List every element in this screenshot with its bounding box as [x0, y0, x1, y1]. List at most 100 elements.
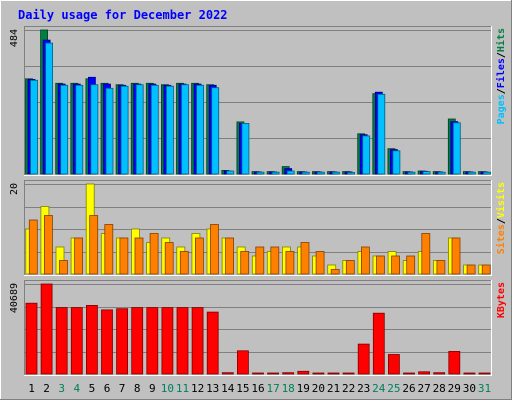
bar-sites-day-12: [194, 237, 204, 275]
x-tick-label: 6: [104, 382, 111, 395]
side-label-part: /: [496, 88, 507, 94]
bar-kbytes-day-23: [357, 343, 370, 375]
panel-visits-max-label: 20: [9, 183, 20, 195]
x-tick-label: 16: [251, 382, 264, 395]
bar-sites-day-1: [28, 219, 38, 275]
bar-kbytes-day-8: [131, 307, 144, 375]
bar-kbytes-day-25: [387, 354, 400, 375]
bar-sites-day-31: [481, 264, 491, 275]
bar-sites-day-20: [315, 251, 325, 275]
bar-pages-day-9: [150, 84, 159, 175]
bar-kbytes-day-11: [176, 307, 189, 375]
x-tick-label: 11: [176, 382, 189, 395]
bar-sites-day-9: [149, 233, 159, 275]
x-tick-label: 22: [342, 382, 355, 395]
x-tick-label: 31: [478, 382, 491, 395]
bar-sites-day-14: [225, 237, 235, 275]
x-tick-label: 7: [119, 382, 126, 395]
x-tick-label: 5: [89, 382, 96, 395]
bar-pages-day-6: [105, 87, 114, 175]
bar-sites-day-22: [345, 260, 355, 275]
x-tick-label: 9: [149, 382, 156, 395]
bar-kbytes-day-9: [146, 307, 159, 375]
bar-sites-day-23: [360, 246, 370, 275]
x-tick-label: 8: [134, 382, 141, 395]
bar-kbytes-day-31: [478, 372, 491, 375]
bar-pages-day-16: [256, 171, 265, 175]
bar-kbytes-day-17: [267, 372, 280, 375]
x-tick-label: 25: [387, 382, 400, 395]
bar-sites-day-24: [376, 255, 385, 275]
x-tick-label: 4: [73, 382, 80, 395]
bar-sites-day-21: [330, 269, 340, 275]
bar-sites-day-28: [436, 260, 446, 275]
bar-pages-day-3: [60, 84, 69, 175]
panel-kbytes-side-label: KBytes: [496, 282, 507, 318]
x-tick-label: 18: [282, 382, 295, 395]
bar-kbytes-day-3: [55, 307, 68, 375]
side-label-part: /: [496, 52, 507, 58]
bar-sites-day-19: [300, 242, 310, 275]
bar-sites-day-15: [240, 251, 250, 275]
x-axis-labels: 1 2 3 4 5 6 7 8 9 10 11 12 13 14 15 16 17 18 19 20 21 22 23 24 2…: [28, 382, 491, 395]
x-tick-label: 29: [448, 382, 461, 395]
panel-visits-side-label: Sites/Visits: [495, 182, 507, 254]
panel-requests-max-label: 484: [9, 29, 20, 47]
bar-kbytes-day-21: [327, 372, 340, 375]
bar-pages-day-20: [316, 171, 325, 175]
bar-kbytes-day-20: [312, 372, 325, 375]
x-tick-label: 2: [43, 382, 50, 395]
bar-kbytes-day-18: [282, 372, 295, 375]
bar-pages-day-31: [483, 171, 491, 175]
bar-kbytes-day-14: [221, 372, 234, 375]
bar-sites-day-16: [255, 246, 265, 275]
side-label-part: Files: [495, 58, 507, 88]
bar-pages-day-2: [45, 42, 53, 175]
x-tick-label: 28: [433, 382, 446, 395]
bar-kbytes-day-29: [448, 350, 461, 375]
bar-kbytes-day-7: [116, 308, 128, 375]
bar-sites-day-4: [74, 237, 83, 275]
bar-sites-day-27: [421, 233, 431, 275]
bar-kbytes-day-22: [342, 372, 355, 375]
bar-pages-day-11: [181, 84, 189, 175]
bar-pages-day-5: [90, 84, 99, 175]
x-tick-label: 27: [417, 382, 430, 395]
side-label-part: KBytes: [496, 282, 507, 318]
bar-pages-day-24: [377, 93, 386, 175]
bar-pages-day-25: [392, 150, 401, 175]
panel-kbytes-max-label: 40689: [9, 283, 20, 313]
bar-pages-day-10: [165, 85, 174, 175]
bar-pages-day-26: [407, 171, 416, 175]
x-tick-label: 3: [58, 382, 65, 395]
bar-kbytes-day-30: [463, 372, 476, 375]
bar-pages-day-4: [75, 84, 84, 175]
x-tick-label: 19: [297, 382, 310, 395]
x-tick-label: 1: [28, 382, 35, 395]
x-tick-label: 26: [402, 382, 415, 395]
bar-sites-day-10: [164, 242, 174, 275]
bar-pages-day-22: [347, 172, 356, 175]
bar-sites-day-11: [179, 251, 189, 275]
x-tick-label: 20: [312, 382, 325, 395]
side-label-part: Visits: [495, 182, 507, 218]
bar-kbytes-day-4: [70, 307, 83, 375]
bar-pages-day-13: [211, 87, 220, 175]
chart-title: Daily usage for December 2022: [18, 8, 228, 22]
bar-kbytes-day-15: [236, 350, 249, 375]
x-tick-label: 15: [236, 382, 249, 395]
bar-kbytes-day-24: [372, 312, 385, 375]
bar-pages-day-18: [286, 170, 295, 175]
bar-pages-day-23: [362, 135, 371, 175]
bar-sites-day-6: [104, 224, 114, 275]
side-label-part: Pages: [496, 94, 507, 124]
bar-sites-day-29: [451, 237, 461, 275]
bar-sites-day-7: [119, 237, 129, 275]
bar-kbytes-day-5: [86, 304, 98, 375]
bar-sites-day-18: [285, 251, 295, 275]
bar-sites-day-26: [406, 255, 416, 275]
x-tick-label: 23: [357, 382, 370, 395]
